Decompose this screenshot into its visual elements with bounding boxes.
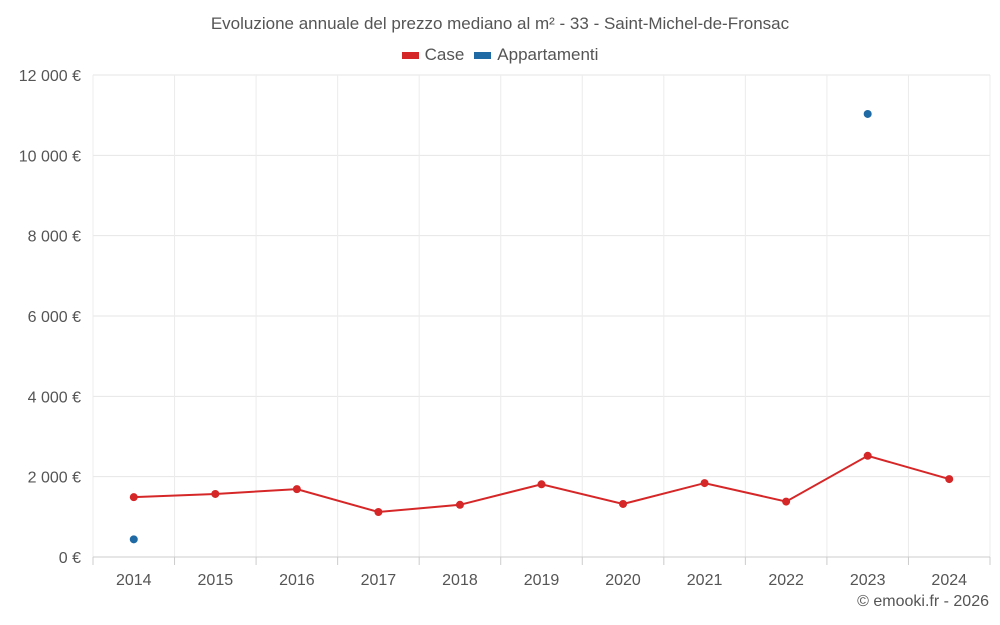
data-point-appartamenti[interactable] (129, 535, 138, 544)
chart-title: Evoluzione annuale del prezzo mediano al… (210, 14, 790, 33)
y-tick-label: 6 000 € (28, 309, 81, 326)
data-point-appartamenti[interactable] (863, 109, 872, 118)
legend-label-case: Case (424, 45, 465, 64)
data-point-case[interactable] (537, 480, 546, 489)
x-tick-label: 2015 (198, 572, 234, 589)
data-point-case[interactable] (129, 493, 138, 502)
data-point-case[interactable] (619, 499, 628, 508)
y-tick-label: 2 000 € (28, 470, 81, 487)
legend-item-appartamenti[interactable]: Appartamenti (474, 45, 598, 65)
legend-label-appartamenti: Appartamenti (497, 45, 599, 64)
x-tick-label: 2023 (850, 572, 886, 589)
data-point-case[interactable] (374, 508, 383, 517)
y-tick-label: 0 € (59, 550, 81, 567)
y-tick-label: 12 000 € (19, 68, 81, 85)
legend-swatch-case (401, 51, 419, 59)
x-tick-label: 2021 (687, 572, 723, 589)
data-point-case[interactable] (782, 497, 791, 506)
data-point-case[interactable] (292, 485, 301, 494)
data-point-case[interactable] (863, 451, 872, 460)
x-tick-label: 2018 (442, 572, 478, 589)
series-layer (129, 109, 954, 544)
x-tick-label: 2014 (116, 572, 152, 589)
data-point-case[interactable] (455, 500, 464, 509)
x-tick-label: 2024 (931, 572, 967, 589)
legend: Case Appartamenti (0, 45, 1000, 65)
legend-item-case[interactable]: Case (401, 45, 465, 65)
data-point-case[interactable] (945, 475, 954, 484)
y-tick-label: 4 000 € (28, 389, 81, 406)
x-tick-label: 2020 (605, 572, 641, 589)
data-point-case[interactable] (700, 479, 709, 488)
grid (92, 74, 991, 558)
x-tick-label: 2016 (279, 572, 315, 589)
axes: 0 € 2 000 € 4 000 € 6 000 € 8 000 € 10 000 € 1… (19, 68, 991, 589)
x-tick-label: 2019 (524, 572, 560, 589)
y-tick-label: 10 000 € (19, 148, 81, 165)
data-point-case[interactable] (211, 489, 220, 498)
legend-swatch-appartamenti (474, 51, 492, 59)
y-tick-label: 8 000 € (28, 229, 81, 246)
credit-text: © emooki.fr - 2026 (857, 593, 989, 610)
x-tick-label: 2017 (361, 572, 397, 589)
x-tick-label: 2022 (768, 572, 804, 589)
